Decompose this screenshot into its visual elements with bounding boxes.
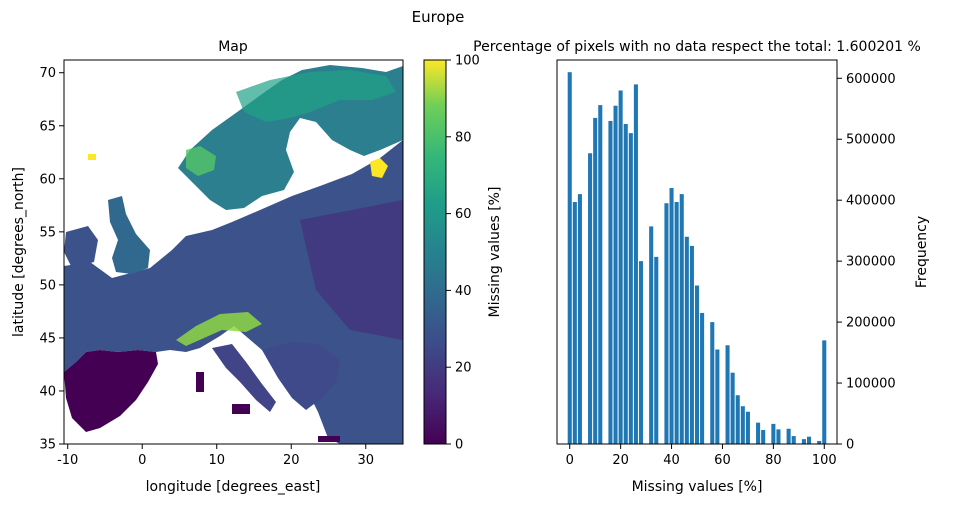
histogram-bar: [674, 202, 679, 444]
histogram-x-tick-label: 100: [812, 453, 837, 468]
histogram-bar: [664, 203, 669, 444]
histogram-bar: [700, 312, 705, 444]
map-y-tick-label: 40: [39, 384, 56, 399]
map-y-tick-label: 60: [39, 172, 56, 187]
histogram-bar: [740, 406, 745, 444]
histogram-y-ticks: 0 100000 200000 300000 400000 500000 600000: [837, 72, 896, 453]
histogram-bar: [715, 349, 720, 444]
colorbar-tick-label: 60: [455, 207, 472, 222]
histogram-bars: [567, 72, 827, 445]
map-x-tick-label: 20: [283, 453, 300, 468]
map-y-tick-label: 50: [39, 278, 56, 293]
map-y-tick-label: 65: [39, 119, 56, 134]
map-y-label: latitude [degrees_north]: [11, 167, 27, 337]
map-y-tick-label: 35: [39, 438, 56, 453]
map-y-tick-label: 45: [39, 331, 56, 346]
histogram-bar: [679, 194, 684, 444]
histogram-bar: [806, 436, 812, 444]
map-x-label: longitude [degrees_east]: [146, 479, 321, 495]
map-x-tick-label: 0: [138, 453, 146, 468]
histogram-frame: [556, 59, 838, 445]
map-y-tick-label: 55: [39, 225, 56, 240]
colorbar-tick-label: 40: [455, 284, 472, 299]
histogram-title: Percentage of pixels with no data respec…: [473, 39, 921, 55]
histogram-x-tick-label: 60: [714, 453, 731, 468]
histogram-bar: [654, 256, 659, 444]
map-axes: -10 0 10 20 30 35 40 45 50 55 60 65 70 longitude [d…: [11, 59, 404, 495]
histogram-y-tick-label: 100000: [846, 377, 896, 392]
histogram-y-tick-label: 0: [846, 438, 854, 453]
colorbar-tick-label: 0: [455, 438, 463, 453]
histogram-bar: [730, 372, 735, 444]
histogram-bar: [588, 153, 593, 444]
histogram-bar: [735, 395, 740, 444]
histogram-y-tick-label: 300000: [846, 255, 896, 270]
histogram-x-tick-label: 40: [663, 453, 680, 468]
map-y-ticks: 35 40 45 50 55 60 65 70: [39, 66, 64, 453]
histogram-bar: [623, 124, 628, 444]
histogram-x-label: Missing values [%]: [632, 479, 763, 495]
map-x-tick-label: -10: [57, 453, 78, 468]
colorbar-label: Missing values [%]: [487, 187, 503, 318]
histogram-x-tick-label: 0: [566, 453, 574, 468]
histogram-bar: [822, 340, 827, 444]
map-title: Map: [218, 39, 248, 55]
colorbar-gradient: [423, 59, 447, 445]
map-x-tick-label: 10: [208, 453, 225, 468]
histogram-x-ticks: 0 20 40 60 80 100: [566, 444, 837, 468]
histogram-bar: [684, 236, 689, 444]
histogram-y-tick-label: 600000: [846, 72, 896, 87]
histogram-bar: [756, 422, 761, 444]
histogram-bar: [628, 133, 633, 444]
histogram-bar: [633, 84, 638, 444]
colorbar-tick-label: 20: [455, 361, 472, 376]
histogram-bar: [608, 120, 613, 444]
map-x-tick-label: 30: [357, 453, 374, 468]
histogram-bar: [572, 202, 577, 444]
histogram-bar: [791, 436, 796, 444]
histogram-x-tick-label: 80: [765, 453, 782, 468]
histogram-panel: Percentage of pixels with no data respec…: [473, 39, 930, 495]
map-x-ticks: -10 0 10 20 30: [57, 444, 374, 468]
histogram-bar: [577, 194, 582, 444]
histogram-bar: [598, 105, 603, 444]
map-heatmap: [64, 65, 403, 444]
histogram-bar: [745, 411, 750, 444]
histogram-y-tick-label: 500000: [846, 133, 896, 148]
histogram-bar: [689, 245, 694, 444]
histogram-bar: [776, 429, 781, 444]
histogram-bar: [725, 345, 730, 444]
histogram-bar: [593, 117, 598, 445]
histogram-bar: [801, 439, 806, 444]
histogram-y-tick-label: 200000: [846, 316, 896, 331]
histogram-bar: [761, 429, 766, 444]
map-panel: Map: [11, 39, 503, 495]
colorbar-ticks: 0 20 40 60 80 100: [446, 54, 480, 453]
histogram-bar: [638, 261, 644, 444]
histogram-bar: [649, 226, 654, 444]
figure-suptitle: Europe: [412, 8, 465, 26]
histogram-bar: [567, 72, 572, 444]
histogram-bar: [786, 428, 791, 444]
histogram-y-label: Frequency: [914, 216, 930, 288]
map-frame: [63, 59, 404, 445]
histogram-bar: [613, 105, 618, 444]
histogram-bar: [771, 423, 776, 444]
histogram-y-tick-label: 400000: [846, 194, 896, 209]
colorbar-tick-label: 100: [455, 54, 480, 69]
histogram-bar: [618, 90, 623, 444]
histogram-bar: [710, 322, 715, 444]
histogram-bar: [669, 188, 674, 444]
colorbar: 0 20 40 60 80 100 Missing values [%]: [423, 54, 503, 453]
colorbar-tick-label: 80: [455, 130, 472, 145]
histogram-bar: [817, 440, 822, 444]
histogram-bar: [694, 285, 700, 444]
map-y-tick-label: 70: [39, 66, 56, 81]
histogram-x-tick-label: 20: [612, 453, 629, 468]
